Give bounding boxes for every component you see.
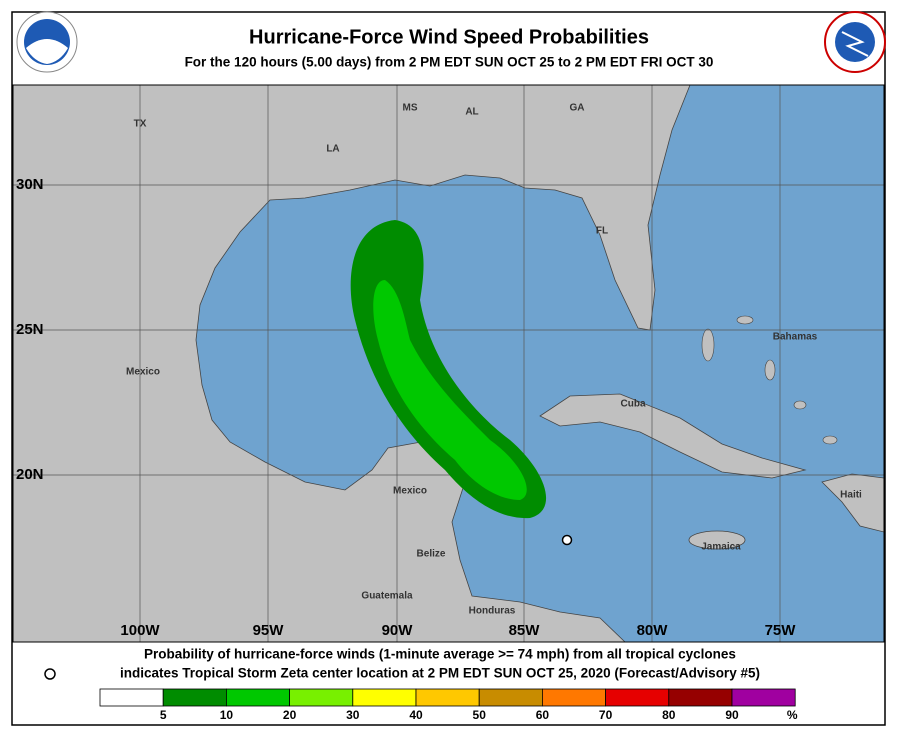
lat-label: 30N xyxy=(16,176,44,193)
hispaniola xyxy=(821,473,884,533)
legend-swatch xyxy=(99,688,164,707)
legend: 5 10 20 30 40 50 60 70 80 90% xyxy=(99,688,798,722)
footer-line: Probability of hurricane-force winds (1-… xyxy=(144,647,736,662)
region-label: Honduras xyxy=(469,606,516,617)
legend-label: 5 xyxy=(160,708,167,722)
region-label: Belize xyxy=(417,549,446,560)
legend-label: 10 xyxy=(220,708,234,722)
legend-swatch xyxy=(542,688,607,707)
region-label: Jamaica xyxy=(701,542,741,553)
noaa-logo xyxy=(16,11,78,73)
map: TX LA MS AL GA FL Mexico Bahamas Cuba Me… xyxy=(13,85,884,642)
legend-label: 20 xyxy=(283,708,297,722)
region-label: Bahamas xyxy=(773,332,818,343)
lon-label: 95W xyxy=(253,622,285,639)
region-label: GA xyxy=(570,103,585,114)
grid xyxy=(13,85,884,642)
region-label: FL xyxy=(596,226,608,237)
legend-label: 60 xyxy=(536,708,550,722)
map-border xyxy=(12,84,885,643)
region-label: MS xyxy=(403,103,418,114)
legend-swatch xyxy=(478,688,543,707)
lat-label: 25N xyxy=(16,321,44,338)
lon-label: 90W xyxy=(382,622,414,639)
mainland xyxy=(13,85,691,642)
region-label: Cuba xyxy=(621,399,646,410)
footer-line: indicates Tropical Storm Zeta center loc… xyxy=(120,666,760,681)
region-label: Haiti xyxy=(840,490,862,501)
legend-label: 80 xyxy=(662,708,676,722)
region-label: LA xyxy=(326,144,339,155)
legend-swatch xyxy=(352,688,417,707)
legend-label: 70 xyxy=(599,708,613,722)
jamaica xyxy=(688,530,746,550)
probability-5-10 xyxy=(350,220,547,519)
region-label: Mexico xyxy=(126,367,160,378)
legend-swatch xyxy=(605,688,670,707)
bahamas xyxy=(701,315,838,445)
legend-swatch xyxy=(162,688,227,707)
subtitle: For the 120 hours (5.00 days) from 2 PM … xyxy=(185,55,714,70)
nws-logo xyxy=(824,11,886,73)
lon-label: 85W xyxy=(509,622,541,639)
cuba xyxy=(539,393,807,479)
lat-label: 20N xyxy=(16,466,44,483)
region-label: TX xyxy=(134,119,147,130)
title: Hurricane-Force Wind Speed Probabilities xyxy=(249,26,649,48)
lon-label: 80W xyxy=(637,622,669,639)
lon-label: 100W xyxy=(120,622,160,639)
region-label: Guatemala xyxy=(361,591,413,602)
legend-swatch xyxy=(415,688,480,707)
legend-label: 90 xyxy=(725,708,739,722)
region-label: Mexico xyxy=(393,486,427,497)
legend-label: 40 xyxy=(409,708,423,722)
legend-swatch xyxy=(731,688,796,707)
probability-10-20 xyxy=(373,280,527,500)
legend-swatch xyxy=(668,688,733,707)
storm-center xyxy=(561,534,573,546)
legend-label: 50 xyxy=(473,708,487,722)
storm-symbol xyxy=(44,668,56,680)
legend-swatch xyxy=(289,688,354,707)
lon-label: 75W xyxy=(765,622,797,639)
legend-swatch xyxy=(225,688,290,707)
legend-label: 30 xyxy=(346,708,360,722)
region-label: AL xyxy=(465,107,478,118)
legend-label: % xyxy=(787,708,798,722)
